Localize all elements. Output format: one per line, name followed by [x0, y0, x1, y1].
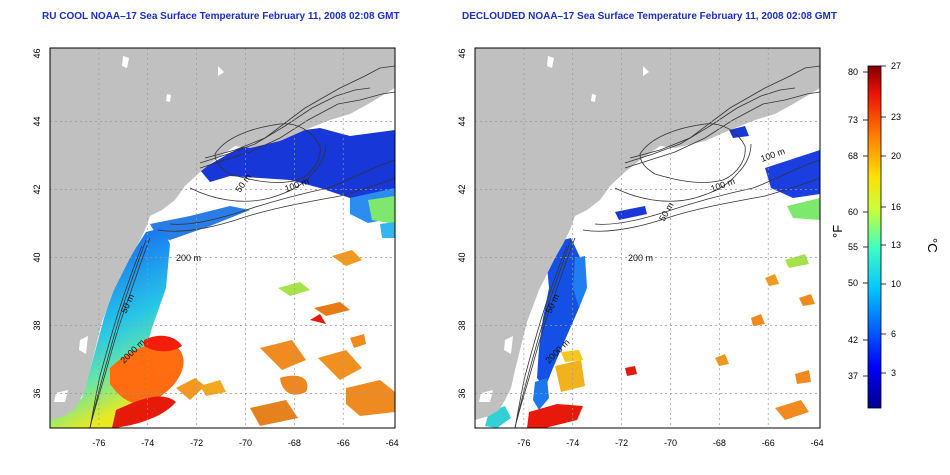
svg-text:38: 38 [32, 320, 42, 330]
svg-text:-68: -68 [288, 438, 301, 448]
svg-text:10: 10 [891, 279, 901, 289]
colorbar-fahrenheit-label: °F [830, 225, 845, 238]
svg-text:40: 40 [457, 252, 467, 262]
svg-text:200 m: 200 m [628, 253, 653, 263]
svg-text:13: 13 [891, 240, 901, 250]
svg-text:42: 42 [32, 184, 42, 194]
svg-text:68: 68 [848, 151, 858, 161]
svg-text:6: 6 [891, 329, 896, 339]
svg-text:38: 38 [457, 320, 467, 330]
x-axis-panel-1: -76 -74 -72 -70 -68 -66 -64 [92, 438, 398, 448]
svg-text:60: 60 [848, 207, 858, 217]
svg-text:46: 46 [457, 48, 467, 58]
svg-text:73: 73 [848, 115, 858, 125]
svg-text:80: 80 [848, 67, 858, 77]
svg-text:44: 44 [32, 116, 42, 126]
svg-text:-70: -70 [239, 438, 252, 448]
plot-frame-panel-1 [49, 47, 396, 429]
svg-text:-70: -70 [664, 438, 677, 448]
svg-text:-68: -68 [713, 438, 726, 448]
svg-text:46: 46 [32, 48, 42, 58]
y-axis-panel-1: 36 38 40 42 44 46 [32, 48, 42, 398]
x-axis-panel-2: -76 -74 -72 -70 -68 -66 -64 [517, 438, 823, 448]
map-panel-1: 50 m 100 m 200 m 50 m 2000 m [50, 48, 395, 428]
svg-text:44: 44 [457, 116, 467, 126]
svg-text:42: 42 [848, 335, 858, 345]
svg-text:40: 40 [32, 252, 42, 262]
svg-text:-76: -76 [517, 438, 530, 448]
svg-text:36: 36 [32, 388, 42, 398]
svg-text:-64: -64 [811, 438, 824, 448]
svg-text:55: 55 [848, 242, 858, 252]
colorbar-celsius-label: °C [925, 238, 940, 253]
svg-text:3: 3 [891, 368, 896, 378]
colorbar-fahrenheit-ticks: 80 73 68 60 55 50 42 37 [848, 67, 858, 381]
svg-text:36: 36 [457, 388, 467, 398]
colorbar-gradient [867, 65, 882, 409]
colorbar: 80 73 68 60 55 50 42 37 27 23 20 16 13 1… [830, 61, 940, 409]
svg-text:42: 42 [457, 184, 467, 194]
map-panel-2: 100 m 100 m 50 m 200 m 50 m 2000 m [475, 48, 820, 428]
plot-frame-panel-2 [474, 47, 821, 429]
svg-text:23: 23 [891, 112, 901, 122]
svg-text:-72: -72 [615, 438, 628, 448]
svg-text:-74: -74 [566, 438, 579, 448]
panel-1-title: RU COOL NOAA–17 Sea Surface Temperature … [42, 11, 400, 22]
y-axis-panel-2: 36 38 40 42 44 46 [457, 48, 467, 398]
svg-text:50: 50 [848, 278, 858, 288]
svg-text:-66: -66 [762, 438, 775, 448]
svg-text:200 m: 200 m [176, 253, 201, 263]
svg-text:-64: -64 [386, 438, 399, 448]
svg-text:27: 27 [891, 61, 901, 71]
svg-text:37: 37 [848, 371, 858, 381]
svg-text:16: 16 [891, 202, 901, 212]
svg-text:-76: -76 [92, 438, 105, 448]
svg-text:-66: -66 [337, 438, 350, 448]
svg-text:-72: -72 [190, 438, 203, 448]
svg-text:20: 20 [891, 151, 901, 161]
colorbar-celsius-ticks: 27 23 20 16 13 10 6 3 [891, 61, 901, 378]
svg-text:-74: -74 [141, 438, 154, 448]
panel-2-title: DECLOUDED NOAA–17 Sea Surface Temperatur… [462, 11, 837, 22]
